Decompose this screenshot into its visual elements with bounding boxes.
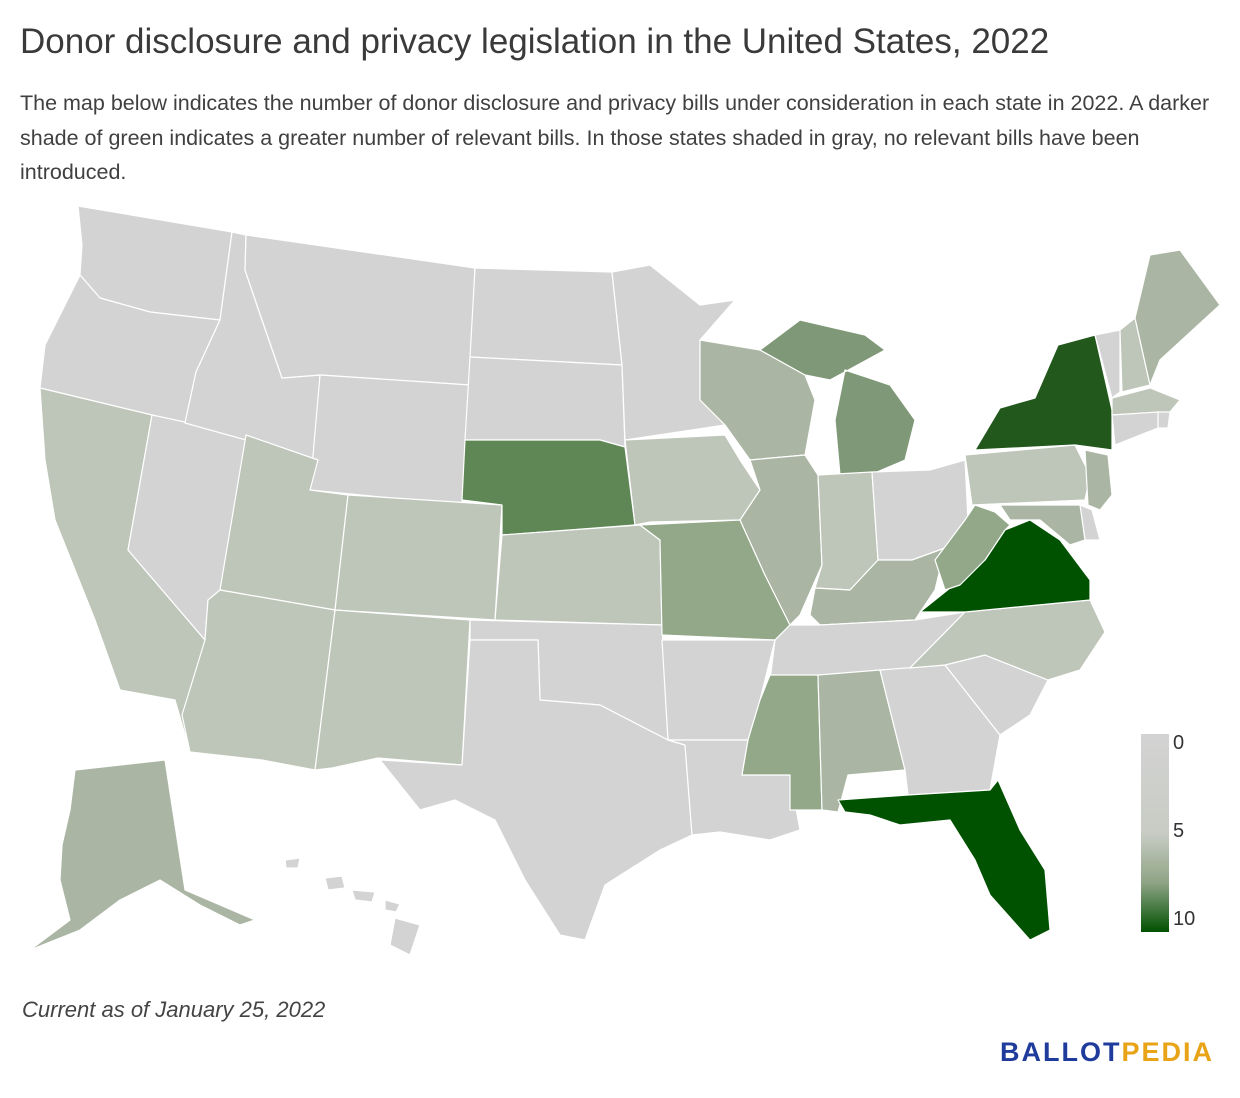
state-FL[interactable] [837,779,1051,941]
state-KS[interactable] [494,524,663,626]
state-IA[interactable] [624,434,761,526]
state-SD[interactable] [464,356,626,448]
state-CT[interactable] [1111,411,1159,446]
state-ME[interactable] [1134,249,1221,386]
ballotpedia-logo[interactable]: BALLOTPEDIA [1000,1037,1214,1068]
state-MA[interactable] [1111,387,1181,416]
state-NY[interactable] [974,334,1113,451]
state-MD[interactable] [999,504,1086,546]
state-ND[interactable] [469,267,623,366]
state-AK[interactable] [29,759,256,951]
us-choropleth-map [29,205,1221,956]
legend-label-mid: 5 [1173,820,1185,842]
state-MI[interactable] [759,319,916,476]
state-RI[interactable] [1157,411,1171,429]
state-NM[interactable] [314,609,471,771]
state-NJ[interactable] [1084,449,1113,511]
page-title: Donor disclosure and privacy legislation… [20,22,1050,61]
state-VT[interactable] [1094,329,1121,399]
legend-label-max: 10 [1173,908,1196,930]
page-subtitle: The map below indicates the number of do… [20,91,1210,184]
state-HI[interactable] [284,857,421,956]
legend-color-scale [1141,734,1169,932]
logo-part-ballot: BALLOT [999,1037,1122,1067]
logo-part-pedia: PEDIA [1121,1037,1214,1067]
state-WY[interactable] [309,374,471,506]
state-WV[interactable] [934,504,1011,591]
state-MT[interactable] [244,234,476,386]
state-IL[interactable] [739,454,823,626]
footnote: Current as of January 25, 2022 [22,997,326,1022]
state-CO[interactable] [334,494,503,621]
state-PA[interactable] [964,444,1091,506]
state-TX[interactable] [379,639,693,941]
legend-label-min: 0 [1173,732,1185,754]
